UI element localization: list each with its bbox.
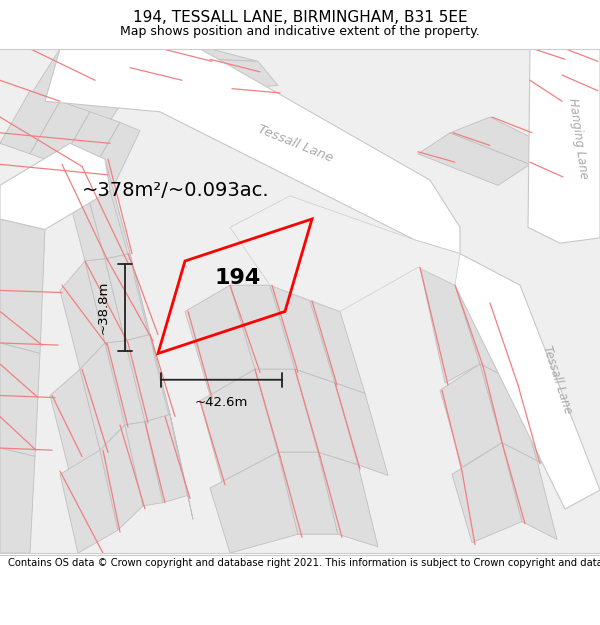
Polygon shape [105,254,150,341]
Polygon shape [50,369,100,474]
Polygon shape [0,448,35,553]
Polygon shape [230,196,460,311]
Polygon shape [270,285,335,383]
Text: Tessall Lane: Tessall Lane [256,122,335,164]
Polygon shape [230,285,295,369]
Polygon shape [210,59,278,89]
Polygon shape [335,383,388,476]
Polygon shape [0,91,60,154]
Polygon shape [0,219,45,354]
Polygon shape [418,254,600,509]
Polygon shape [255,369,318,452]
Polygon shape [0,49,140,166]
Polygon shape [125,334,170,422]
Polygon shape [150,334,175,439]
Text: Tessall Lane: Tessall Lane [540,344,574,416]
Polygon shape [105,341,145,425]
Polygon shape [515,382,567,474]
Polygon shape [85,259,125,343]
Polygon shape [160,49,258,61]
Polygon shape [450,117,560,164]
Polygon shape [0,143,110,229]
Polygon shape [60,261,105,369]
Text: 194: 194 [215,268,261,288]
Polygon shape [145,414,188,502]
Polygon shape [310,301,365,393]
Polygon shape [185,285,255,396]
Text: Map shows position and indicative extent of the property.: Map shows position and indicative extent… [120,25,480,38]
Polygon shape [530,49,600,75]
Polygon shape [200,369,278,482]
Polygon shape [60,112,120,175]
Polygon shape [278,452,338,534]
Polygon shape [170,414,193,519]
Polygon shape [490,303,545,396]
Polygon shape [0,49,600,553]
Polygon shape [80,159,130,259]
Polygon shape [455,285,515,382]
Text: ~378m²/~0.093ac.: ~378m²/~0.093ac. [82,181,269,200]
Text: Contains OS data © Crown copyright and database right 2021. This information is : Contains OS data © Crown copyright and d… [8,558,600,568]
Polygon shape [125,422,163,506]
Polygon shape [60,450,118,553]
Polygon shape [418,132,530,186]
Polygon shape [318,452,378,547]
Polygon shape [480,364,537,461]
Text: 194, TESSALL LANE, BIRMINGHAM, B31 5EE: 194, TESSALL LANE, BIRMINGHAM, B31 5EE [133,10,467,25]
Polygon shape [0,343,40,456]
Polygon shape [30,101,90,164]
Polygon shape [45,49,460,254]
Polygon shape [100,425,143,530]
Polygon shape [210,452,298,553]
Polygon shape [90,122,140,183]
Text: Hanging Lane: Hanging Lane [566,97,590,179]
Polygon shape [60,164,105,261]
Polygon shape [440,364,502,467]
Polygon shape [130,49,210,80]
Polygon shape [528,49,600,243]
Text: ~42.6m: ~42.6m [195,396,248,409]
Polygon shape [130,254,155,360]
Polygon shape [420,268,480,383]
Polygon shape [452,442,522,542]
Text: ~38.8m: ~38.8m [97,281,110,334]
Polygon shape [295,369,358,465]
Polygon shape [105,159,135,280]
Polygon shape [502,442,557,539]
Polygon shape [80,343,125,450]
